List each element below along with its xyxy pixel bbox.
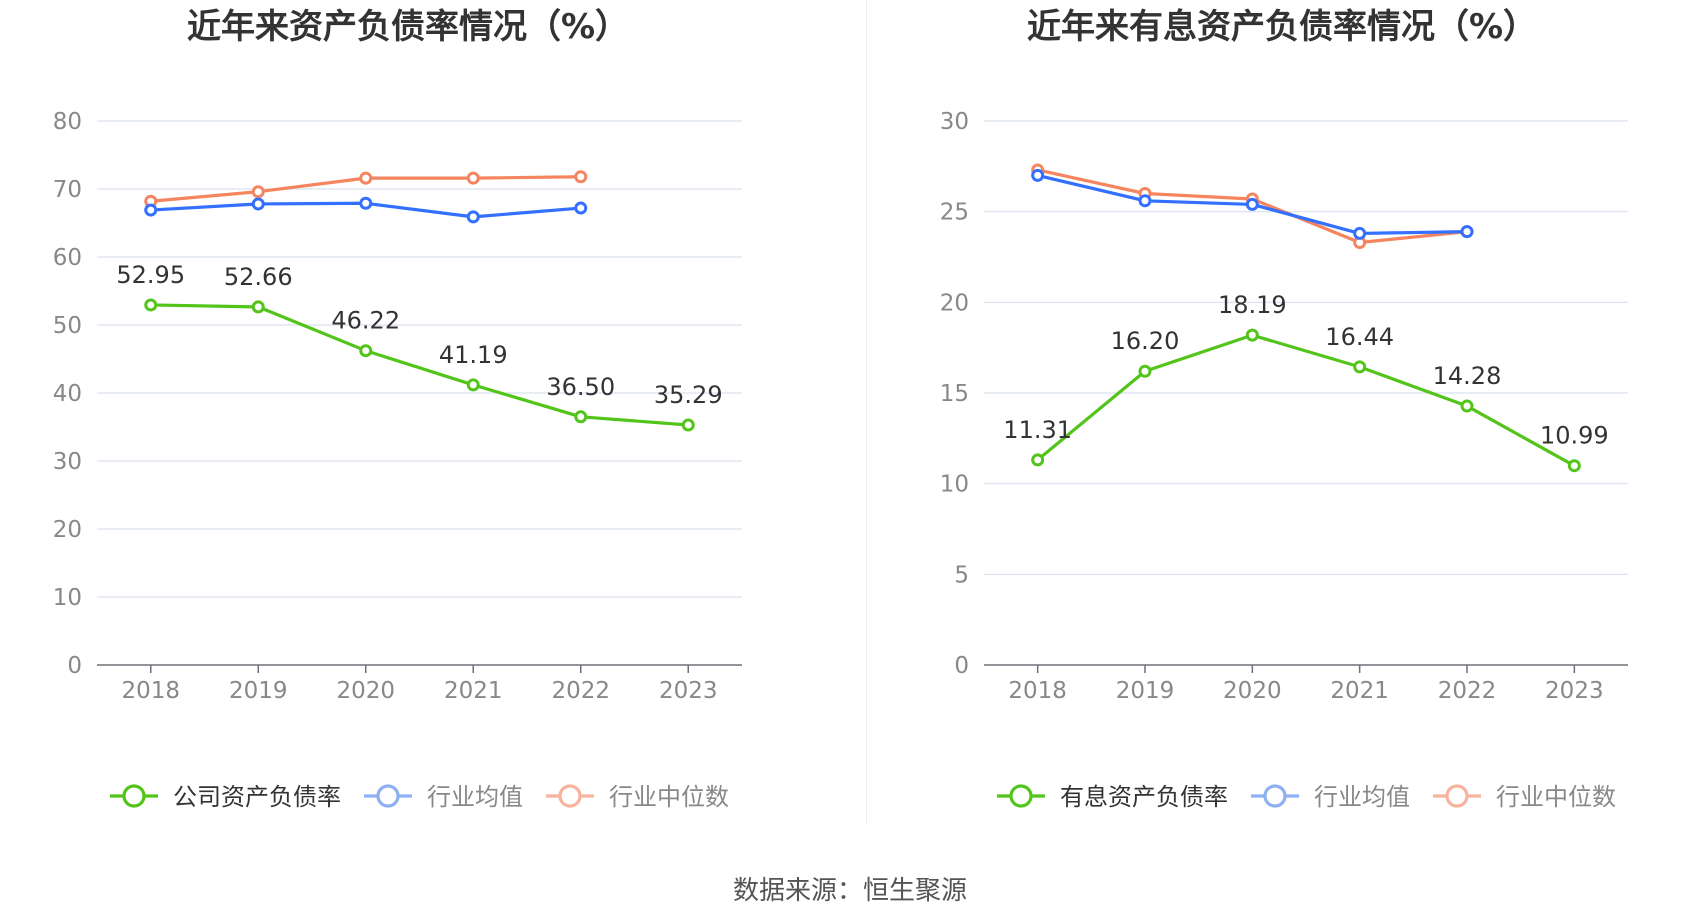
legend-label-company: 公司资产负债率 (173, 783, 341, 811)
data-label: 14.28 (1433, 362, 1502, 390)
legend-marker-company (1009, 784, 1033, 808)
data-point-median (574, 170, 588, 184)
data-point-company (1031, 453, 1045, 467)
y-tick-label: 0 (67, 653, 82, 679)
legend-label-average: 行业均值 (427, 783, 523, 811)
data-point-median (466, 171, 480, 185)
data-label: 18.19 (1218, 291, 1287, 319)
y-tick-label: 15 (940, 381, 969, 407)
legend-label-average: 行业均值 (1314, 783, 1410, 811)
data-point-company (251, 300, 265, 314)
series-line-company (1036, 333, 1576, 468)
data-point-company (1138, 364, 1152, 378)
legend-marker-company (122, 784, 146, 808)
y-tick-label: 25 (940, 200, 969, 226)
data-point-median (359, 171, 373, 185)
data-point-company (1460, 399, 1474, 413)
data-point-company (1245, 328, 1259, 342)
y-tick-label: 80 (53, 109, 82, 135)
x-tick-label: 2021 (444, 678, 503, 704)
data-source-note: 数据来源：恒生聚源 (732, 876, 967, 906)
data-point-average (144, 203, 158, 217)
data-point-average (1031, 168, 1045, 182)
y-tick-label: 50 (53, 313, 82, 339)
y-tick-label: 5 (954, 562, 969, 588)
chart-title: 近年来资产负债率情况（%） (187, 7, 629, 47)
y-tick-label: 20 (940, 290, 969, 316)
x-tick-label: 2020 (336, 678, 395, 704)
x-tick-label: 2020 (1223, 678, 1282, 704)
x-tick-label: 2019 (229, 678, 288, 704)
y-tick-label: 70 (53, 177, 82, 203)
chart-divider (866, 0, 867, 825)
x-tick-label: 2022 (1438, 678, 1497, 704)
x-tick-label: 2019 (1116, 678, 1175, 704)
x-tick-label: 2022 (551, 678, 610, 704)
data-point-median (251, 185, 265, 199)
data-point-average (1353, 226, 1367, 240)
x-tick-label: 2021 (1330, 678, 1389, 704)
y-tick-label: 10 (940, 472, 969, 498)
data-point-average (1460, 225, 1474, 239)
legend-marker-median (1445, 784, 1469, 808)
data-point-company (359, 344, 373, 358)
x-tick-label: 2023 (659, 678, 718, 704)
x-tick-label: 2018 (1008, 678, 1067, 704)
data-point-average (1245, 197, 1259, 211)
y-tick-label: 10 (53, 585, 82, 611)
data-point-average (1138, 194, 1152, 208)
legend-label-company: 有息资产负债率 (1060, 783, 1228, 811)
y-tick-label: 30 (940, 109, 969, 135)
data-label: 46.22 (331, 307, 400, 335)
series-line-company (150, 303, 689, 427)
legend-marker-average (376, 784, 400, 808)
chart-asset-liability-ratio: 近年来资产负债率情况（%） 0 10 20 30 40 50 60 70 80 2018 2019 20… (53, 7, 742, 811)
legend-marker-average (1263, 784, 1287, 808)
data-point-company (1567, 459, 1581, 473)
data-point-company (466, 378, 480, 392)
data-label: 10.99 (1540, 422, 1609, 450)
x-tick-label: 2023 (1545, 678, 1604, 704)
data-label: 41.19 (439, 341, 508, 369)
data-label: 52.95 (116, 261, 185, 289)
data-point-average (466, 210, 480, 224)
y-tick-label: 30 (53, 449, 82, 475)
legend-marker-median (558, 784, 582, 808)
data-label: 52.66 (224, 263, 293, 291)
x-tick-label: 2018 (121, 678, 180, 704)
y-tick-label: 60 (53, 245, 82, 271)
y-tick-label: 20 (53, 517, 82, 543)
legend-label-median: 行业中位数 (1496, 783, 1616, 811)
data-label: 35.29 (654, 381, 723, 409)
data-label: 16.44 (1325, 323, 1394, 351)
data-point-average (251, 197, 265, 211)
data-point-company (144, 298, 158, 312)
chart-interest-bearing-ratio: 近年来有息资产负债率情况（%） 0 5 10 15 20 25 30 2018 2019 2020 2… (940, 7, 1628, 811)
data-label: 11.31 (1003, 416, 1072, 444)
data-point-company (1353, 360, 1367, 374)
data-label: 36.50 (546, 373, 615, 401)
y-tick-label: 40 (53, 381, 82, 407)
data-point-company (574, 410, 588, 424)
data-point-average (574, 201, 588, 215)
legend-label-median: 行业中位数 (609, 783, 729, 811)
data-label: 16.20 (1111, 327, 1180, 355)
data-point-company (681, 418, 695, 432)
y-tick-label: 0 (954, 653, 969, 679)
chart-title: 近年来有息资产负债率情况（%） (1027, 7, 1537, 47)
data-point-average (359, 196, 373, 210)
